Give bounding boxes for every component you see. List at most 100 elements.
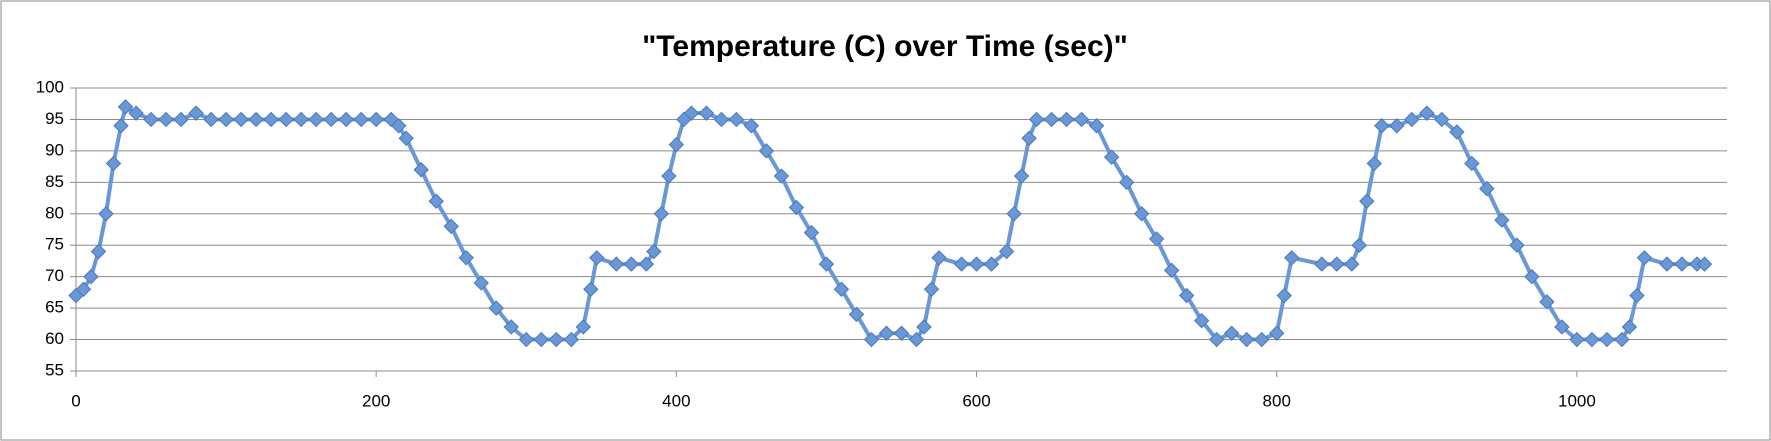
marker bbox=[75, 281, 92, 297]
marker bbox=[1073, 111, 1090, 128]
marker bbox=[1058, 111, 1075, 128]
marker bbox=[323, 111, 339, 128]
marker bbox=[683, 105, 700, 121]
marker bbox=[428, 193, 444, 209]
marker bbox=[1006, 206, 1022, 222]
marker bbox=[1223, 325, 1240, 341]
marker bbox=[1539, 294, 1555, 310]
marker bbox=[158, 111, 174, 128]
marker bbox=[1449, 124, 1465, 140]
marker bbox=[473, 275, 489, 291]
y-tick-label: 85 bbox=[45, 172, 64, 191]
marker bbox=[1464, 155, 1480, 172]
marker bbox=[728, 111, 745, 128]
marker bbox=[117, 99, 134, 115]
marker bbox=[1374, 118, 1390, 134]
marker bbox=[758, 143, 775, 159]
marker bbox=[105, 155, 122, 172]
marker bbox=[1696, 256, 1713, 272]
marker bbox=[1043, 111, 1060, 128]
y-tick-label: 55 bbox=[45, 360, 64, 379]
marker bbox=[1163, 262, 1180, 279]
marker bbox=[1636, 250, 1653, 266]
marker bbox=[188, 105, 204, 121]
marker bbox=[398, 130, 414, 147]
marker bbox=[1148, 231, 1165, 247]
y-tick-label: 100 bbox=[36, 77, 64, 96]
marker bbox=[583, 281, 599, 297]
marker bbox=[653, 206, 670, 222]
marker bbox=[563, 331, 580, 348]
marker bbox=[1269, 325, 1285, 341]
marker bbox=[638, 256, 655, 272]
x-tick-label: 600 bbox=[962, 391, 990, 410]
marker bbox=[953, 256, 970, 272]
marker bbox=[908, 331, 925, 348]
marker bbox=[1569, 331, 1585, 348]
marker bbox=[646, 243, 662, 260]
y-tick-label: 60 bbox=[45, 329, 64, 348]
marker bbox=[353, 111, 369, 128]
marker bbox=[1434, 111, 1450, 128]
marker bbox=[1028, 111, 1045, 128]
marker bbox=[1629, 287, 1645, 304]
marker bbox=[1193, 312, 1210, 329]
marker bbox=[488, 300, 504, 316]
x-tick-label: 200 bbox=[362, 391, 390, 410]
marker bbox=[293, 111, 309, 128]
marker bbox=[518, 331, 534, 348]
marker bbox=[1103, 149, 1120, 165]
marker bbox=[263, 111, 279, 128]
marker bbox=[1254, 331, 1270, 348]
marker bbox=[1329, 256, 1345, 272]
marker bbox=[278, 111, 294, 128]
marker bbox=[203, 111, 219, 128]
marker bbox=[90, 243, 107, 260]
marker bbox=[458, 250, 474, 266]
marker bbox=[878, 325, 895, 341]
marker bbox=[1021, 130, 1037, 147]
marker bbox=[1013, 168, 1030, 184]
marker bbox=[338, 111, 354, 128]
marker bbox=[983, 256, 1000, 272]
marker bbox=[623, 256, 640, 272]
marker bbox=[1479, 180, 1495, 197]
marker bbox=[661, 168, 677, 184]
x-tick-label: 400 bbox=[662, 391, 690, 410]
marker bbox=[833, 281, 850, 297]
marker bbox=[113, 118, 129, 134]
marker bbox=[1314, 256, 1330, 272]
marker bbox=[968, 256, 985, 272]
y-tick-label: 65 bbox=[45, 298, 64, 317]
marker bbox=[1208, 331, 1225, 348]
marker bbox=[218, 111, 234, 128]
marker bbox=[923, 281, 940, 297]
marker bbox=[1088, 118, 1105, 134]
marker bbox=[503, 319, 519, 335]
marker bbox=[698, 105, 715, 121]
marker bbox=[713, 111, 730, 128]
marker bbox=[390, 118, 407, 134]
marker bbox=[1614, 331, 1630, 348]
marker bbox=[1599, 331, 1615, 348]
x-tick-label: 800 bbox=[1263, 391, 1291, 410]
marker bbox=[233, 111, 249, 128]
marker bbox=[1276, 287, 1292, 304]
marker bbox=[818, 256, 835, 272]
y-tick-label: 80 bbox=[45, 203, 64, 222]
y-tick-label: 95 bbox=[45, 109, 64, 128]
marker bbox=[413, 162, 429, 178]
marker bbox=[1554, 319, 1570, 335]
marker bbox=[1366, 155, 1382, 172]
marker bbox=[575, 319, 592, 335]
marker bbox=[668, 136, 685, 153]
marker bbox=[589, 250, 605, 266]
marker bbox=[1404, 111, 1420, 128]
marker bbox=[773, 168, 790, 184]
marker bbox=[788, 199, 805, 216]
marker bbox=[143, 111, 159, 128]
marker bbox=[83, 268, 99, 285]
marker bbox=[1621, 319, 1638, 335]
